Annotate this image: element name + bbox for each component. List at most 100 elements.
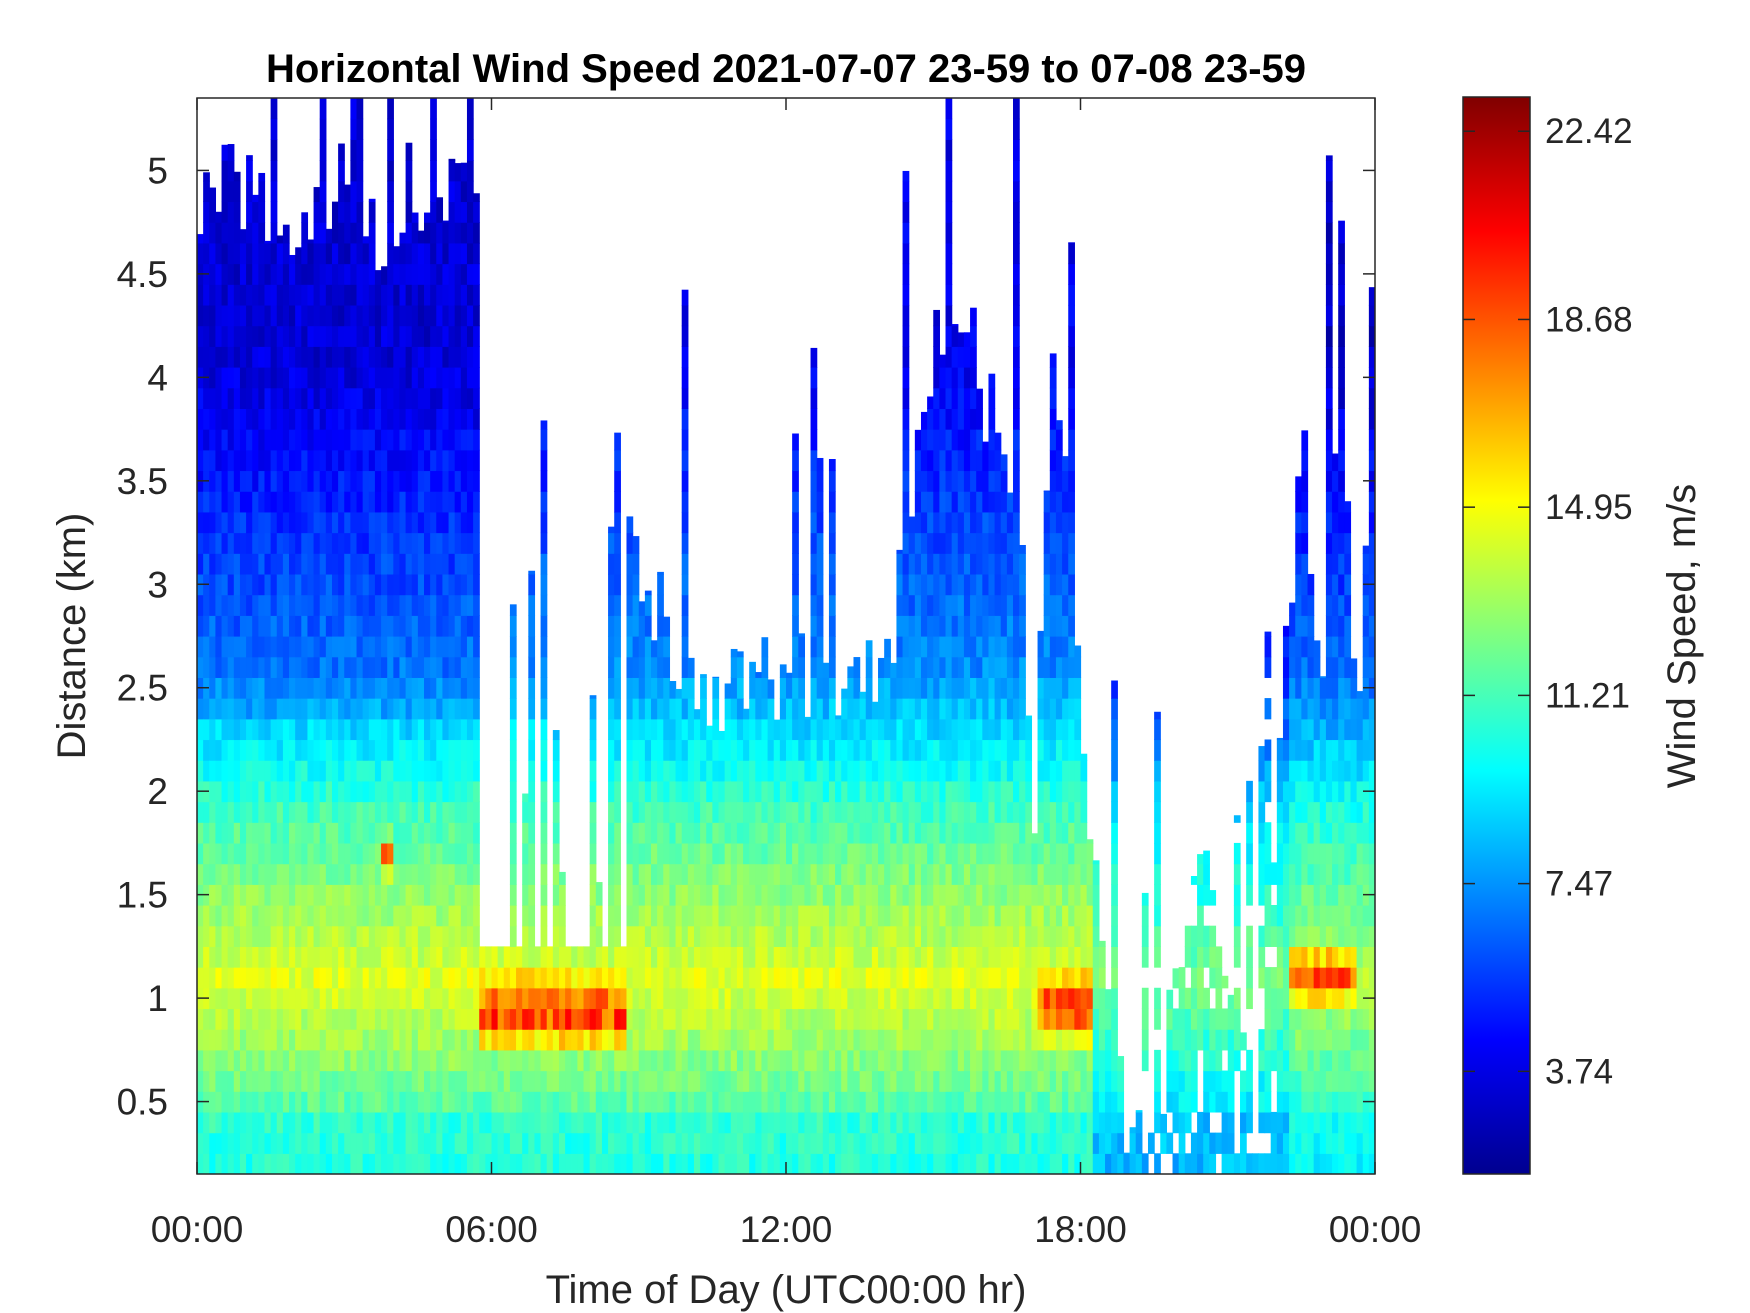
heatmap-cell (368, 656, 376, 678)
heatmap-cell (393, 1049, 401, 1072)
heatmap-cell (411, 511, 419, 534)
heatmap-cell (424, 636, 431, 658)
heatmap-cell (393, 387, 401, 409)
heatmap-cell (485, 946, 493, 968)
heatmap-cell (810, 718, 818, 741)
heatmap-cell (957, 780, 965, 803)
heatmap-cell (749, 905, 756, 927)
heatmap-cell (252, 1132, 259, 1154)
heatmap-cell (319, 863, 327, 885)
heatmap-cell (227, 429, 235, 451)
heatmap-cell (1086, 1029, 1094, 1051)
heatmap-cell (798, 1153, 806, 1174)
heatmap-cell (712, 1049, 720, 1072)
heatmap-cell (276, 718, 284, 741)
heatmap-cell (927, 615, 934, 637)
heatmap-cell (522, 863, 529, 885)
heatmap-cell (460, 201, 468, 223)
heatmap-cell (1055, 511, 1063, 534)
heatmap-cell (436, 1111, 444, 1134)
heatmap-cell (393, 573, 401, 596)
heatmap-cell (614, 573, 621, 596)
heatmap-cell (1068, 656, 1075, 678)
heatmap-cell (301, 987, 309, 1010)
heatmap-cell (448, 387, 456, 409)
heatmap-cell (319, 284, 327, 306)
heatmap-cell (485, 1132, 493, 1154)
heatmap-cell (424, 408, 431, 430)
heatmap-cell (890, 780, 898, 803)
heatmap-cell (264, 1029, 272, 1051)
heatmap-cell (387, 925, 394, 947)
heatmap-cell (338, 780, 345, 803)
heatmap-cell (417, 698, 425, 720)
heatmap-cell (644, 590, 652, 596)
heatmap-cell (534, 1132, 542, 1154)
heatmap-cell (534, 1091, 542, 1113)
heatmap-cell (810, 1008, 818, 1030)
heatmap-cell (289, 1049, 296, 1072)
heatmap-cell (859, 905, 867, 927)
heatmap-cell (601, 1049, 609, 1072)
heatmap-cell (381, 863, 388, 885)
heatmap-cell (1111, 1008, 1118, 1030)
heatmap-cell (730, 884, 738, 906)
heatmap-cell (1025, 884, 1033, 906)
heatmap-cell (424, 429, 431, 451)
heatmap-cell (338, 553, 345, 575)
heatmap-cell (982, 677, 990, 699)
heatmap-cell (411, 304, 419, 327)
heatmap-cell (1055, 946, 1063, 968)
heatmap-cell (233, 1153, 241, 1174)
heatmap-cell (988, 470, 996, 492)
heatmap-cell (1068, 573, 1075, 596)
heatmap-cell (448, 222, 456, 244)
heatmap-cell (356, 532, 364, 554)
heatmap-cell (779, 884, 787, 906)
heatmap-cell (810, 615, 818, 637)
heatmap-cell (828, 594, 836, 616)
heatmap-cell (1098, 1091, 1106, 1113)
heatmap-cell (558, 925, 566, 947)
heatmap-cell (871, 863, 879, 885)
heatmap-cell (356, 387, 364, 409)
heatmap-cell (448, 946, 456, 968)
heatmap-cell (663, 1111, 671, 1134)
heatmap-cell (528, 594, 536, 616)
heatmap-cell (890, 987, 898, 1010)
heatmap-cell (417, 511, 425, 534)
heatmap-cell (270, 801, 278, 823)
heatmap-cell (534, 1049, 542, 1072)
heatmap-cell (497, 1091, 505, 1113)
heatmap-cell (552, 1111, 560, 1134)
heatmap-cell (313, 263, 321, 285)
heatmap-cell (1068, 408, 1075, 430)
heatmap-cell (951, 1070, 959, 1092)
heatmap-cell (1062, 1111, 1069, 1134)
heatmap-cell (994, 698, 1002, 720)
heatmap-cell (252, 449, 259, 472)
heatmap-cell (1006, 511, 1014, 534)
heatmap-cell (847, 1008, 855, 1030)
heatmap-cell (436, 284, 444, 306)
heatmap-cell (197, 1049, 204, 1072)
heatmap-cell (270, 263, 278, 285)
heatmap-cell (344, 842, 351, 865)
heatmap-cell (761, 884, 769, 906)
heatmap-cell (215, 346, 223, 368)
heatmap-cell (374, 304, 382, 327)
heatmap-cell (651, 863, 658, 885)
heatmap-cell (368, 822, 376, 844)
heatmap-cell (215, 491, 223, 513)
heatmap-cell (951, 1049, 959, 1072)
heatmap-cell (295, 284, 302, 306)
heatmap-cell (970, 387, 977, 409)
heatmap-cell (1031, 1091, 1039, 1113)
heatmap-cell (381, 429, 388, 451)
heatmap-cell (847, 1049, 855, 1072)
heatmap-cell (1049, 1111, 1057, 1134)
heatmap-cell (963, 925, 971, 947)
heatmap-cell (454, 532, 462, 554)
heatmap-cell (1049, 656, 1057, 678)
heatmap-cell (209, 304, 217, 327)
